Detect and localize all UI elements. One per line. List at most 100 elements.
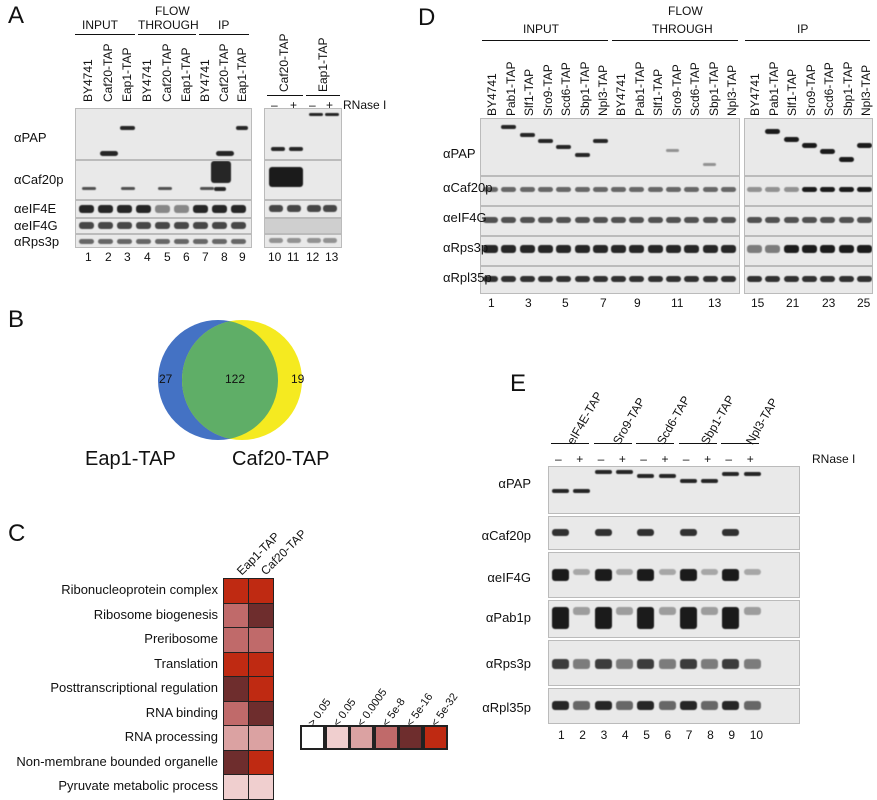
band <box>556 145 572 149</box>
lane-number: 10 <box>268 250 282 264</box>
heatmap-cell <box>223 578 249 604</box>
strain-label: Pab1-TAP <box>503 61 518 116</box>
strain-label: BY4741 <box>485 73 499 116</box>
band <box>519 245 535 253</box>
band <box>765 245 781 253</box>
band <box>720 217 736 223</box>
band <box>574 276 590 282</box>
lane-number: 7 <box>202 250 209 264</box>
blot-row <box>480 176 740 206</box>
lane-number: 13 <box>325 250 339 264</box>
panel-a-label: A <box>8 2 25 29</box>
antibody-label: αCaf20p <box>14 172 64 187</box>
band <box>174 239 189 244</box>
band <box>647 187 663 192</box>
blot-row <box>548 552 800 598</box>
band <box>679 659 697 669</box>
band <box>552 569 569 581</box>
band <box>679 569 697 581</box>
band <box>684 245 700 253</box>
band <box>658 701 676 710</box>
band <box>856 143 872 148</box>
band <box>483 187 498 192</box>
band <box>271 147 285 151</box>
antibody-label: αRpl35p <box>482 700 531 715</box>
lane-number: 25 <box>857 296 871 310</box>
band <box>702 187 718 192</box>
band <box>574 187 590 192</box>
band <box>592 245 608 253</box>
band <box>801 217 817 223</box>
band <box>647 276 663 282</box>
heatmap-cell <box>223 700 249 726</box>
band <box>611 187 627 192</box>
lane-number: 6 <box>664 728 672 742</box>
band <box>537 276 553 282</box>
legend-swatch <box>300 725 325 750</box>
band <box>629 276 645 282</box>
strain-label: Scd6-TAP <box>822 62 836 116</box>
panel-e-label: E <box>510 370 527 397</box>
band <box>615 470 633 474</box>
band <box>117 239 132 244</box>
blot-row <box>75 200 252 218</box>
strain-label: Scd6-TAP <box>559 62 573 116</box>
band <box>117 222 132 229</box>
band <box>325 113 339 116</box>
go-term-label: RNA binding <box>145 704 218 720</box>
band <box>801 143 817 148</box>
strain-label: Npl3-TAP <box>725 64 739 116</box>
band <box>820 187 836 192</box>
rnase-sign: – <box>555 452 562 466</box>
strain-label: Sbp1-TAP <box>698 392 738 447</box>
lane-number: 9 <box>728 728 736 742</box>
band <box>611 217 627 223</box>
band <box>537 245 553 253</box>
strain-label: Sbp1-TAP <box>706 61 721 116</box>
rnase-sign: + <box>326 98 334 112</box>
heatmap-cell <box>223 627 249 653</box>
strain-label: Pab1-TAP <box>632 61 647 116</box>
strain-label: Eap1-TAP <box>179 47 193 102</box>
band <box>820 149 836 154</box>
rnase-group-line <box>551 443 589 444</box>
d-group-flow-label-1: FLOW <box>668 4 703 18</box>
band <box>216 151 234 156</box>
band <box>174 205 189 213</box>
band <box>615 659 633 669</box>
panel-d-label: D <box>418 4 436 31</box>
lane-number: 7 <box>600 296 607 310</box>
lane-number: 21 <box>786 296 800 310</box>
band <box>212 222 227 229</box>
panel-e-rnase-label: RNase I <box>812 452 856 466</box>
blot-row <box>75 218 252 234</box>
rnase-sign: + <box>618 452 626 466</box>
lane-number: 5 <box>164 250 171 264</box>
strain-label: Sbp1-TAP <box>840 61 855 116</box>
band <box>701 479 719 483</box>
band <box>722 472 740 476</box>
band <box>573 701 591 710</box>
antibody-label: αCaf20p <box>443 180 493 195</box>
d-group-flow-line <box>612 40 738 41</box>
strain-label: Slf1-TAP <box>522 68 536 116</box>
rnase-group-line <box>636 443 675 444</box>
group-flow-label-2: THROUGH <box>138 18 199 32</box>
band <box>556 217 572 223</box>
rnase-sign: – <box>309 98 316 112</box>
band <box>212 239 227 244</box>
band <box>537 139 553 143</box>
band <box>552 529 569 536</box>
strain-label: Scd6-TAP <box>688 62 702 116</box>
band <box>155 205 170 213</box>
strain-label: BY4741 <box>81 59 95 102</box>
band <box>838 187 854 192</box>
band <box>743 569 761 575</box>
blot-row <box>75 234 252 248</box>
band <box>594 569 612 581</box>
band <box>679 479 697 483</box>
band <box>722 607 740 629</box>
band <box>658 607 676 615</box>
band <box>231 239 246 244</box>
band <box>236 126 248 130</box>
